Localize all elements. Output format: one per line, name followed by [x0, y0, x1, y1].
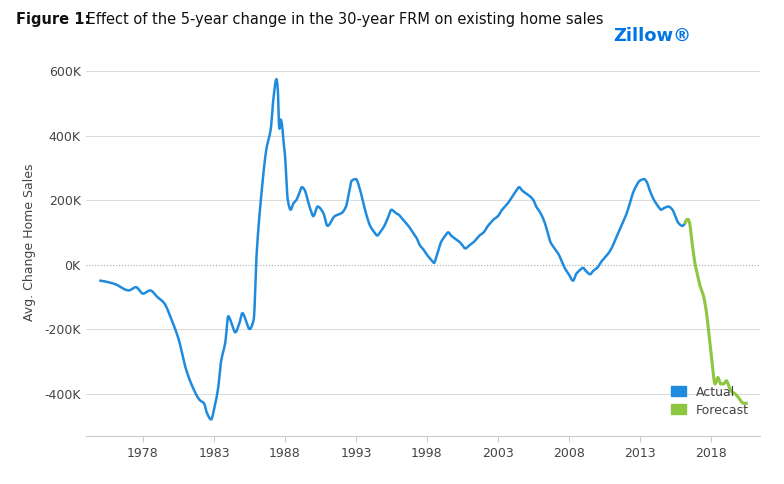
Text: Figure 1:: Figure 1: — [16, 12, 90, 27]
Text: Effect of the 5-year change in the 30-year FRM on existing home sales: Effect of the 5-year change in the 30-ye… — [82, 12, 604, 27]
Text: Zillow®: Zillow® — [613, 27, 691, 45]
Y-axis label: Avg. Change Home Sales: Avg. Change Home Sales — [23, 163, 36, 321]
Text: Z: Z — [579, 29, 593, 46]
Legend: Actual, Forecast: Actual, Forecast — [666, 380, 754, 422]
